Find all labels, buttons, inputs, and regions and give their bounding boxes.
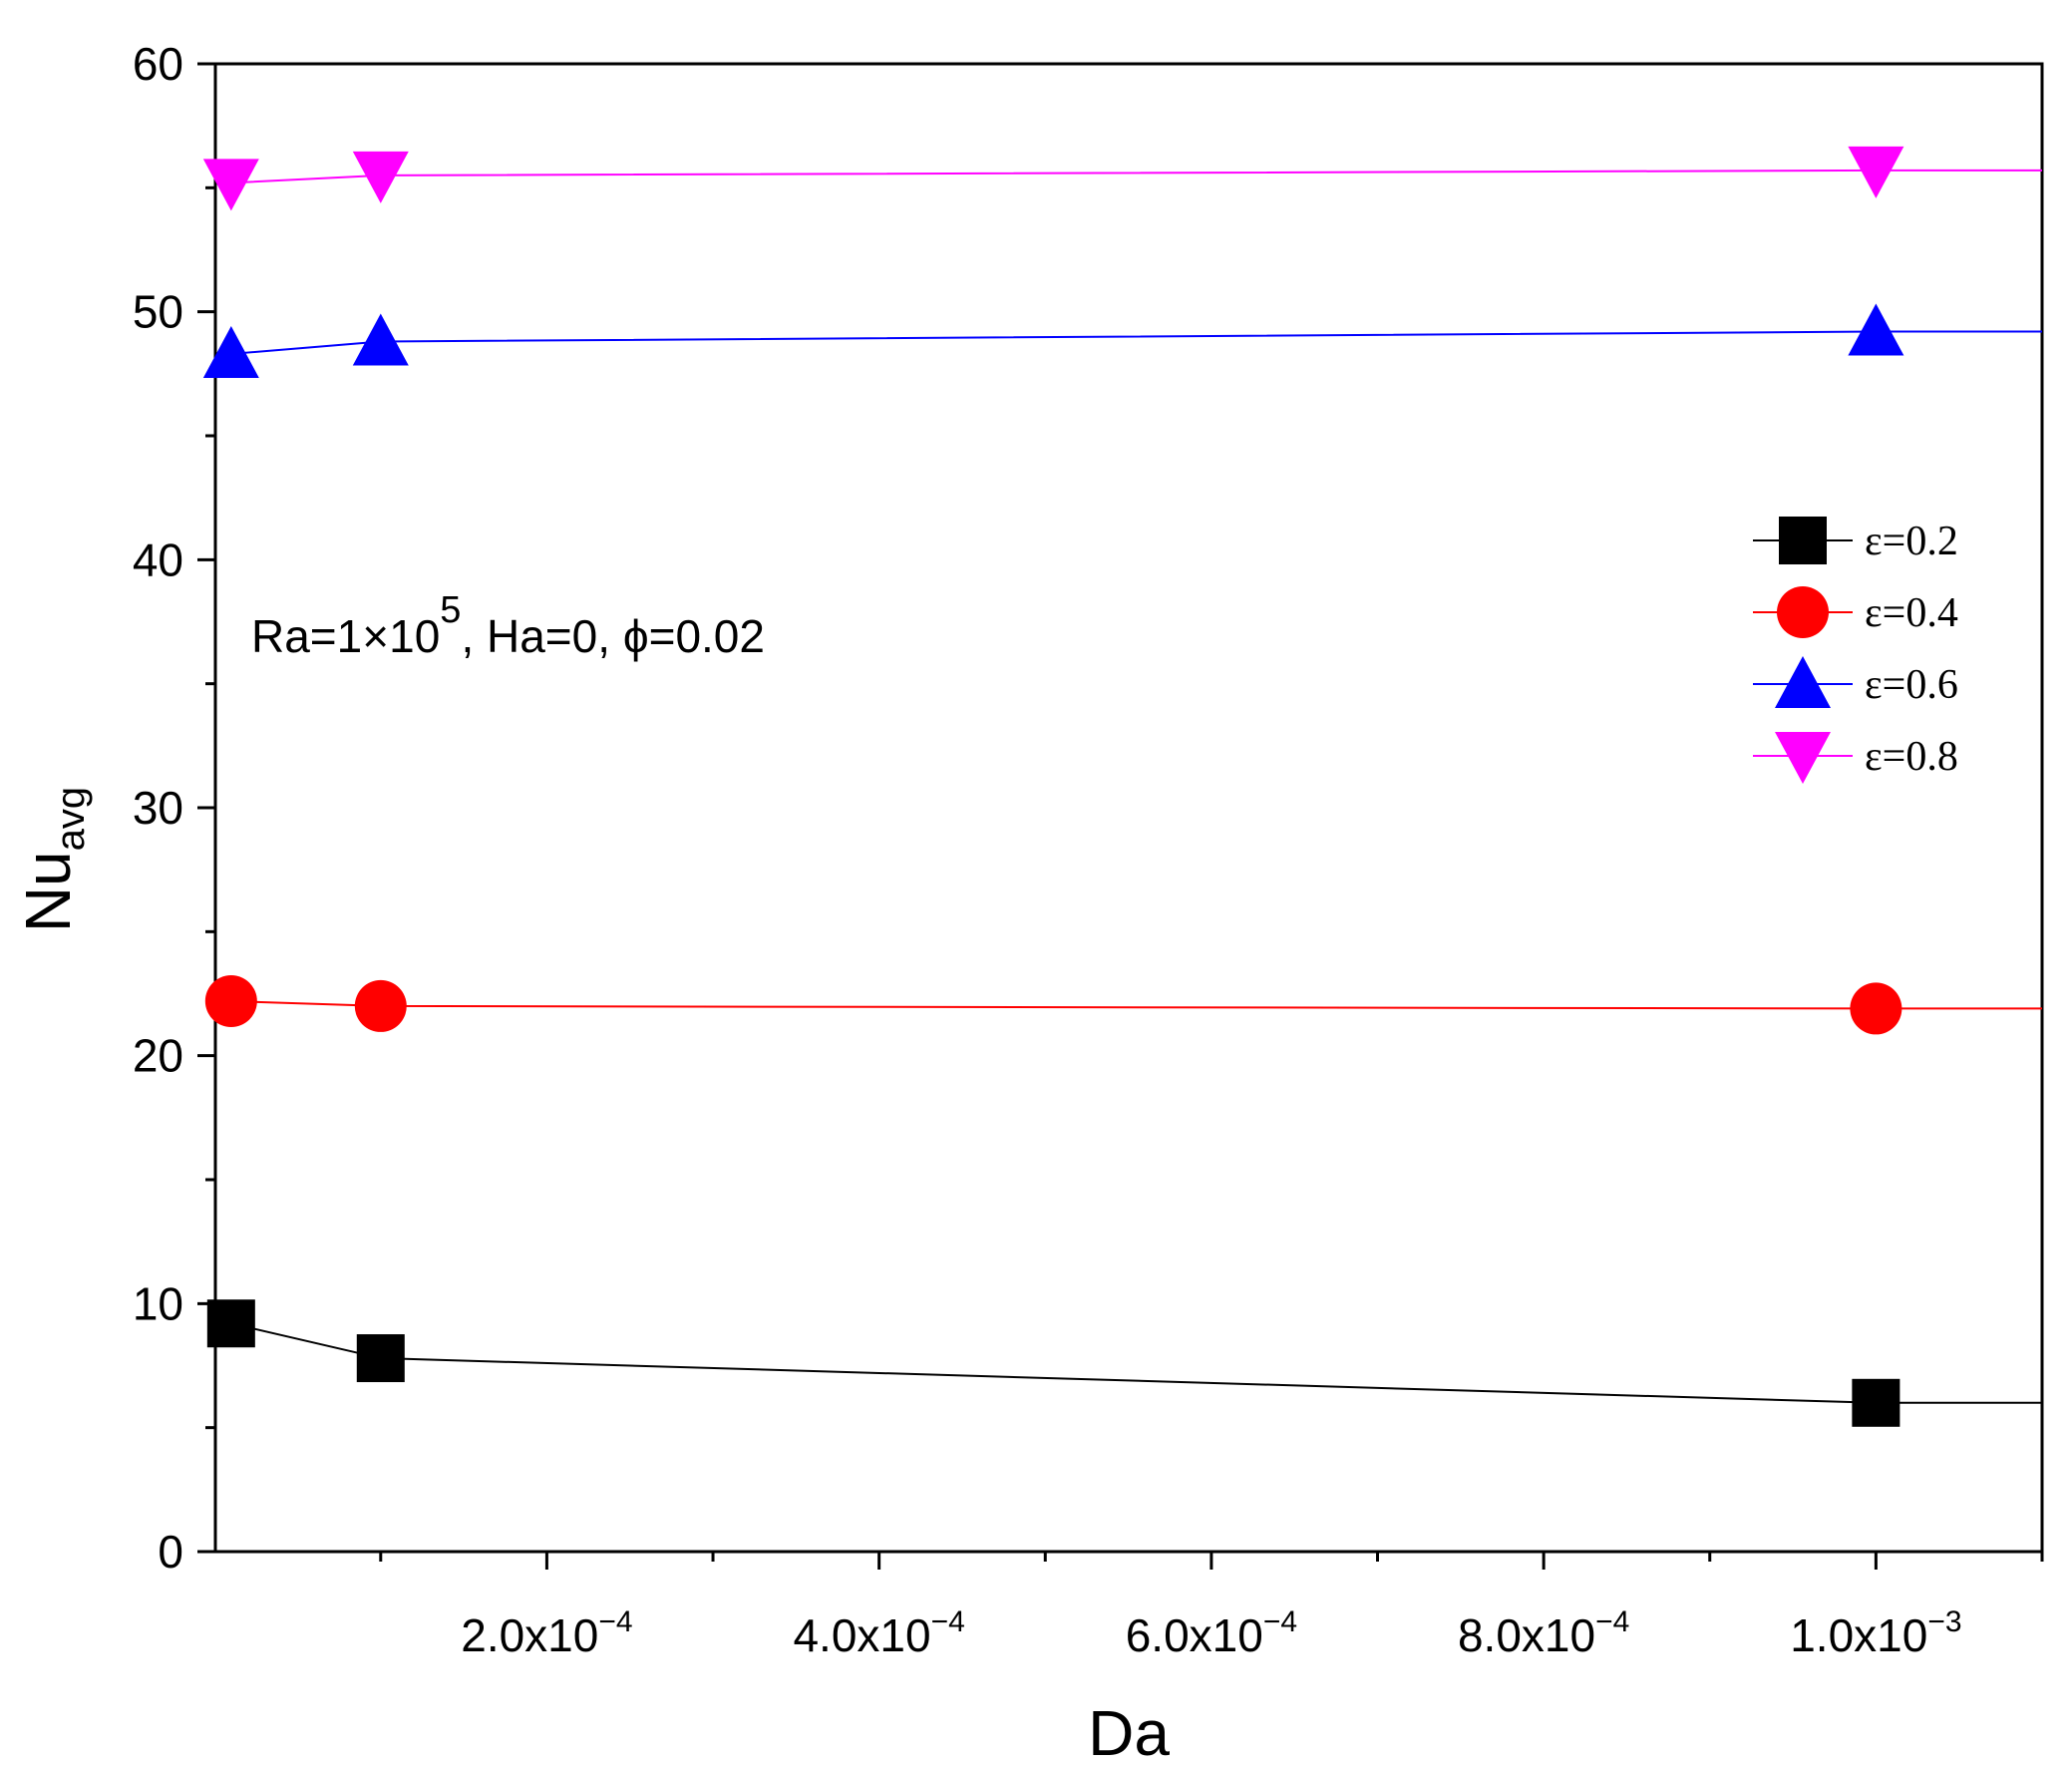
y-tick-label: 60 (133, 38, 183, 90)
x-tick-exponent: −4 (1263, 1605, 1297, 1638)
data-point (1848, 146, 1904, 198)
series-3 (202, 146, 2042, 211)
legend-item: ε=0.8 (1753, 732, 1958, 784)
y-tick-label: 0 (158, 1526, 183, 1578)
x-tick-exponent: −3 (1927, 1605, 1961, 1638)
legend: ε=0.2 ε=0.4 ε=0.6 ε=0.8 (1753, 517, 1958, 784)
data-point (1848, 303, 1904, 356)
x-tick-exponent: −4 (931, 1605, 965, 1638)
y-tick-label: 10 (133, 1277, 183, 1329)
x-tick-mantissa: 8.0x10 (1458, 1609, 1595, 1661)
data-point (354, 979, 407, 1032)
data-point (204, 974, 257, 1027)
x-tick-label: 2.0x10−4 (461, 1605, 632, 1661)
annotation-part1: Ra=1 (251, 610, 362, 662)
y-axis-title-sub: avg (49, 787, 93, 852)
legend-marker (1779, 517, 1827, 564)
plot-frame (213, 62, 2044, 1554)
y-axis-title-main: Nu (12, 851, 84, 932)
legend-marker (1775, 732, 1831, 784)
data-point (352, 151, 409, 203)
legend-label: ε=0.8 (1865, 734, 1958, 780)
annotation-part3: , Ha=0, (461, 610, 622, 662)
data-point (356, 1334, 405, 1383)
data-point (1850, 982, 1902, 1035)
x-tick-mantissa: 2.0x10 (461, 1609, 598, 1661)
legend-label: ε=0.2 (1865, 519, 1958, 564)
x-tick-exponent: −4 (1595, 1605, 1629, 1638)
data-point (206, 1299, 255, 1348)
x-tick-label: 8.0x10−4 (1458, 1605, 1629, 1661)
y-tick-label: 20 (133, 1030, 183, 1082)
legend-item: ε=0.2 (1753, 517, 1958, 564)
y-tick-label: 40 (133, 533, 183, 585)
annotation-phi: ϕ (623, 610, 649, 662)
data-point (352, 313, 409, 366)
y-tick-label: 50 (133, 286, 183, 338)
data-point (1852, 1378, 1900, 1427)
series-1 (204, 974, 2042, 1035)
y-tick-label: 30 (133, 782, 183, 834)
legend-label: ε=0.4 (1865, 590, 1958, 636)
x-tick-mantissa: 4.0x10 (793, 1609, 930, 1661)
series-2 (202, 303, 2042, 378)
legend-marker (1777, 586, 1829, 638)
series-line (230, 169, 2042, 184)
legend-label: ε=0.6 (1865, 662, 1958, 708)
x-tick-label: 6.0x10−4 (1126, 1605, 1297, 1661)
x-tick-label: 1.0x10−3 (1790, 1605, 1961, 1661)
annotation-part4: =0.02 (649, 610, 765, 662)
legend-item: ε=0.4 (1753, 586, 1958, 638)
x-axis-title: Da (1088, 1697, 1170, 1767)
x-tick-label: 4.0x10−4 (793, 1605, 964, 1661)
series-line (230, 330, 2042, 355)
annotation-times: × (362, 610, 389, 662)
data-point (202, 159, 259, 211)
series-line (230, 1322, 2042, 1404)
x-tick-mantissa: 6.0x10 (1126, 1609, 1263, 1661)
legend-marker (1775, 656, 1831, 708)
data-point (202, 325, 259, 378)
annotation-exp: 5 (440, 589, 461, 631)
series-layer (202, 146, 2042, 1427)
series-0 (206, 1299, 2042, 1427)
annotation-part2: 10 (389, 610, 440, 662)
legend-item: ε=0.6 (1753, 656, 1958, 708)
series-line (230, 999, 2042, 1010)
annotation: Ra=1×105, Ha=0, ϕ=0.02 (251, 589, 765, 662)
x-tick-mantissa: 1.0x10 (1790, 1609, 1927, 1661)
y-axis-title: Nuavg (12, 787, 93, 932)
x-tick-exponent: −4 (598, 1605, 632, 1638)
